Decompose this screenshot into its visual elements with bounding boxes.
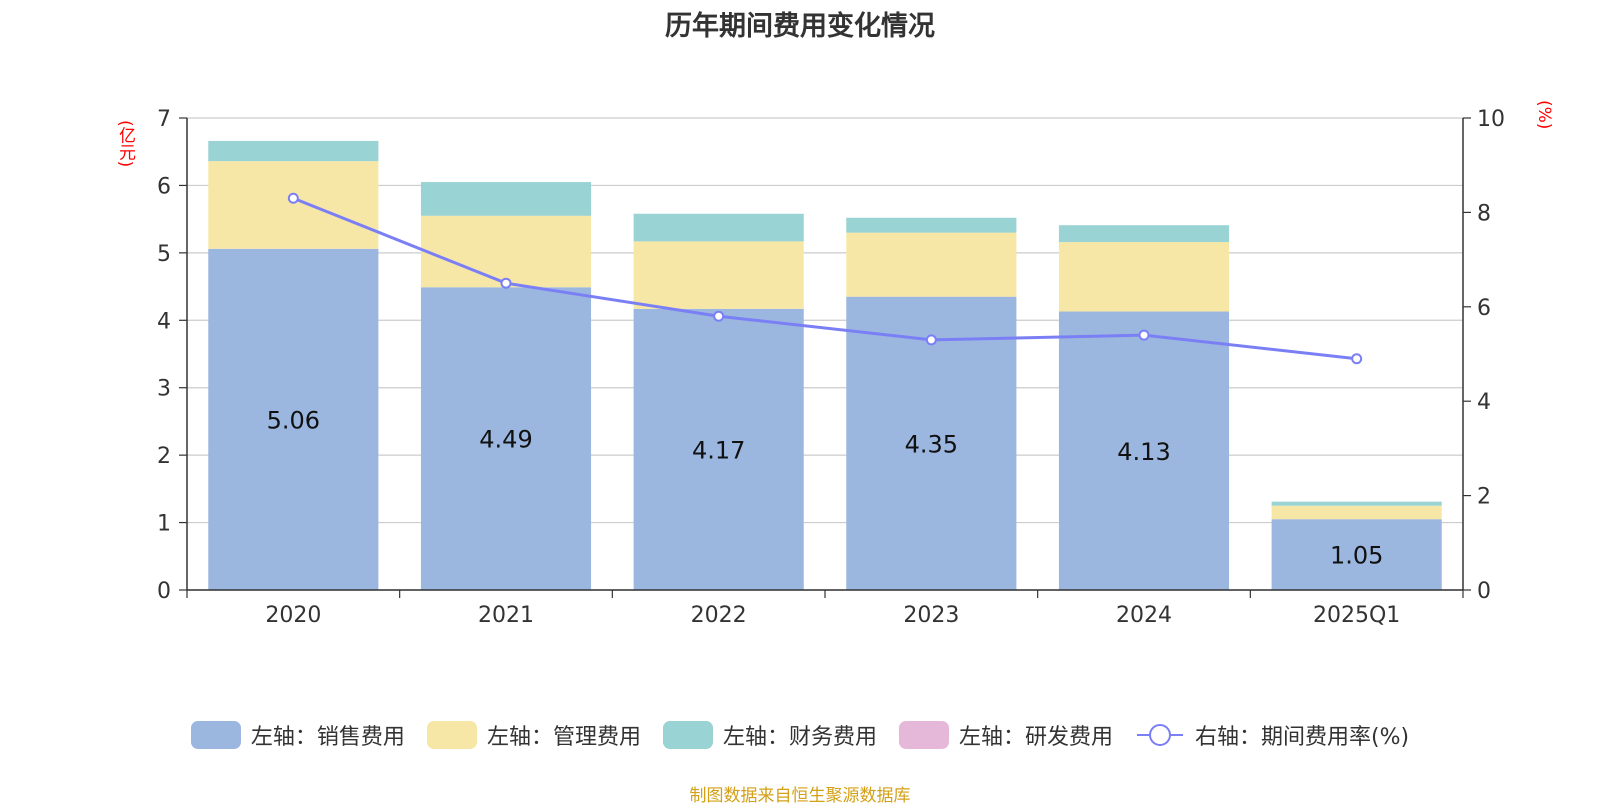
legend-label-sales: 左轴：销售费用 [250,725,405,750]
right-axis-tick-label: 6 [1477,296,1491,321]
x-axis-tick-label: 2022 [691,603,747,628]
bar-segment [846,217,1017,233]
left-axis-unit: (亿元) [115,120,135,168]
legend-item-rate[interactable]: 右轴：期间费用率(%) [1135,719,1409,751]
bar-segment [208,140,379,162]
legend-item-finance[interactable]: 左轴：财务费用 [662,719,877,751]
chart-title: 历年期间费用变化情况 [665,11,935,42]
bar-data-label: 5.06 [267,406,320,434]
chart-plot: 0 1 2 3 4 5 6 7 0 2 4 6 8 10 5.06 4.49 4.17 4.35 4.13 1.05 2… [157,107,1505,628]
legend-swatch-finance [662,721,713,749]
bar-segment [846,296,1017,590]
legend-label-rate: 右轴：期间费用率(%) [1194,725,1410,750]
legend-item-admin[interactable]: 左轴：管理费用 [426,719,641,751]
x-axis-tick-label: 2020 [265,603,321,628]
bar-segment [420,182,592,216]
bar-segment [208,161,379,249]
legend-line-marker-icon [1136,724,1183,746]
left-axis-tick-label: 5 [157,242,171,267]
bar-segment [1058,242,1230,312]
rate-line [292,196,1357,361]
source-note: 制图数据来自恒生聚源数据库 [689,786,911,806]
legend-item-sales[interactable]: 左轴：销售费用 [190,719,405,751]
x-axis-tick-label: 2021 [478,603,534,628]
rate-point [1351,353,1363,365]
bar-segment [633,241,804,309]
bar-data-label: 4.17 [692,436,745,464]
x-axis-tick-label: 2024 [1116,603,1172,628]
bar-segment [208,248,379,590]
left-axis-tick-label: 4 [157,309,171,334]
chart-legend: 左轴：销售费用 左轴：管理费用 左轴：财务费用 左轴：研发费用 右轴：期间费用率… [0,719,1600,751]
right-axis-tick-label: 4 [1477,390,1491,415]
x-axis-tick-label: 2023 [903,603,959,628]
legend-swatch-sales [190,721,241,749]
right-axis-tick-label: 0 [1477,579,1491,604]
bar-segment [420,215,592,288]
legend-item-rnd[interactable]: 左轴：研发费用 [898,719,1113,751]
legend-swatch-admin [426,721,477,749]
bar-segment [1271,501,1442,506]
left-axis-tick-label: 7 [157,107,171,132]
left-axis-tick-label: 3 [157,377,171,402]
bar-segment [633,213,804,242]
bar-segment [420,287,592,590]
rate-point [1138,329,1150,341]
left-axis-tick-label: 0 [157,579,171,604]
right-axis-tick-label: 8 [1477,201,1491,226]
legend-label-rnd: 左轴：研发费用 [958,725,1113,750]
bar-data-label: 4.49 [479,426,532,454]
bar-segment [846,232,1017,297]
right-axis-tick-label: 2 [1477,485,1491,510]
left-axis-tick-label: 1 [157,512,171,537]
rate-point [287,192,299,204]
x-axis-tick-label: 2025Q1 [1313,603,1400,628]
bar-data-label: 1.05 [1330,542,1383,570]
bar-data-label: 4.13 [1117,438,1170,466]
rate-point [500,277,512,289]
bar-segment [1271,519,1442,590]
bar-segment [1058,311,1230,590]
right-axis-tick-label: 10 [1477,107,1505,132]
bar-data-label: 4.35 [905,430,958,458]
bar-segment [1058,225,1230,243]
legend-label-admin: 左轴：管理费用 [486,725,641,750]
bar-segment [1271,505,1442,520]
rate-point [925,334,937,346]
legend-label-finance: 左轴：财务费用 [722,725,877,750]
left-axis-tick-label: 2 [157,444,171,469]
right-axis-unit: (%) [1534,100,1554,130]
left-axis-tick-label: 6 [157,174,171,199]
legend-swatch-rnd [898,721,949,749]
bar-segment [633,308,804,590]
rate-point [713,310,725,322]
